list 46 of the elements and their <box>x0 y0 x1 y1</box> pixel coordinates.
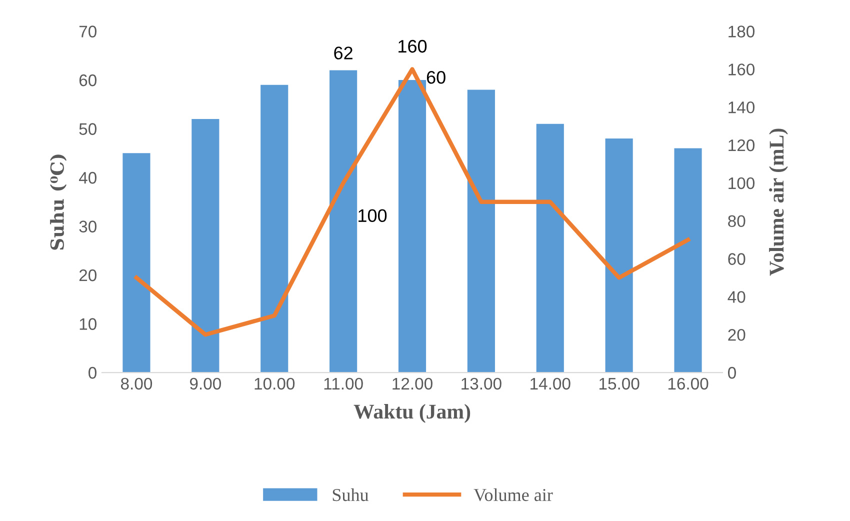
y2-tick-label: 160 <box>728 64 755 76</box>
y2-axis-title: Volume air (mL) <box>769 128 788 276</box>
y-tick-label: 60 <box>79 74 96 86</box>
bar <box>260 84 288 373</box>
y-tick-label: 20 <box>79 269 96 282</box>
data-label: 100 <box>358 209 387 222</box>
y-tick-label: 70 <box>79 26 96 38</box>
y-tick-label: 0 <box>88 366 96 379</box>
legend-label: Volume air <box>474 488 553 502</box>
y-tick-label: 30 <box>79 220 96 232</box>
x-tick-label: 10.00 <box>254 378 295 390</box>
bar <box>467 90 495 373</box>
y-axis-title: Suhu (⁰C) <box>50 154 67 250</box>
bar <box>122 153 150 373</box>
y2-tick-label: 140 <box>728 101 755 114</box>
x-axis-title: Waktu (Jam) <box>354 404 470 423</box>
data-label: 62 <box>334 46 352 60</box>
data-label: 60 <box>426 70 446 84</box>
data-label: 160 <box>398 40 427 53</box>
x-tick-label: 9.00 <box>190 378 221 390</box>
x-tick-label: 14.00 <box>530 378 570 390</box>
x-tick-label: 16.00 <box>668 378 708 390</box>
y2-tick-label: 20 <box>728 329 746 341</box>
y-tick-label: 10 <box>80 318 96 330</box>
x-tick-label: 15.00 <box>600 378 640 390</box>
y2-tick-label: 100 <box>728 177 755 190</box>
y2-tick-label: 180 <box>728 26 755 38</box>
bar <box>398 80 426 373</box>
bar <box>330 70 358 373</box>
y-tick-label: 40 <box>78 172 96 184</box>
y2-tick-label: 60 <box>728 253 746 265</box>
legend-label: Suhu <box>332 488 368 502</box>
x-tick-label: 11.00 <box>324 378 363 390</box>
y2-tick-label: 80 <box>728 215 746 228</box>
bar <box>674 148 702 373</box>
bar <box>192 119 220 373</box>
bar <box>605 138 633 373</box>
y2-tick-label: 40 <box>728 291 746 303</box>
x-tick-label: 8.00 <box>120 378 152 390</box>
line-series <box>134 67 690 337</box>
y2-tick-label: 120 <box>728 139 755 152</box>
y-tick-label: 50 <box>79 123 96 135</box>
x-tick-label: 13.00 <box>462 378 502 390</box>
x-tick-label: 12.00 <box>392 378 432 390</box>
y2-tick-label: 0 <box>728 366 736 379</box>
bar <box>536 124 564 373</box>
